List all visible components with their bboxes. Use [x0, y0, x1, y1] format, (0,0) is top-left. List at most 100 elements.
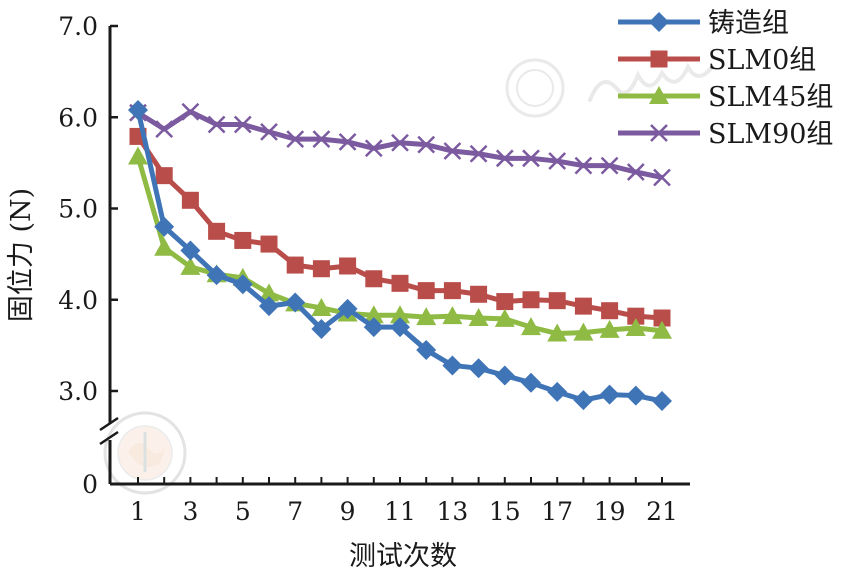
data-point	[233, 115, 252, 134]
data-point	[653, 309, 671, 327]
data-point	[312, 130, 331, 149]
y-tick-label: 7.0	[58, 12, 98, 41]
data-point	[600, 156, 619, 175]
data-point	[627, 307, 645, 325]
legend-label: 铸造组	[708, 8, 789, 39]
data-point	[547, 381, 568, 402]
data-point	[337, 298, 358, 319]
series-1	[128, 99, 672, 412]
data-point	[652, 320, 672, 339]
y-tick-label: 0	[82, 470, 98, 499]
data-point	[599, 384, 620, 405]
legend-label: SLM90组	[708, 119, 833, 150]
series-4	[129, 102, 671, 187]
legend-item: SLM0组	[618, 45, 816, 76]
data-point	[180, 256, 201, 275]
data-point	[260, 235, 278, 253]
data-point	[417, 135, 436, 154]
legend-item: SLM90组	[618, 119, 833, 150]
data-point	[181, 102, 200, 121]
axis-break-mark	[99, 416, 119, 446]
y-tick-label: 3.0	[58, 377, 98, 406]
data-point	[442, 355, 463, 376]
data-point	[364, 139, 383, 158]
data-point	[363, 317, 384, 338]
y-tick-label: 6.0	[58, 103, 98, 132]
data-point	[470, 285, 488, 303]
data-point	[495, 149, 514, 168]
data-point	[599, 319, 620, 338]
data-point	[469, 144, 488, 163]
x-tick-label: 15	[489, 497, 521, 526]
data-point	[363, 305, 384, 324]
data-point	[521, 372, 541, 393]
watermark-seal-bottom	[103, 411, 187, 495]
data-point	[339, 257, 357, 275]
data-point	[180, 240, 201, 261]
data-point	[548, 292, 566, 310]
legend-item: 铸造组	[618, 8, 789, 39]
legend-swatch-marker	[650, 50, 668, 68]
data-point	[573, 390, 594, 411]
data-point	[128, 99, 148, 120]
data-point	[547, 323, 568, 342]
chart-axes: 03.04.05.06.07.01 3 5 7 9 11 13 15 17 19 21测试次数固位力…	[6, 12, 690, 572]
data-point	[390, 305, 410, 324]
x-tick-label: 7	[287, 497, 303, 526]
data-point	[521, 317, 541, 336]
x-tick-label: 3	[182, 497, 198, 526]
data-point	[548, 152, 567, 170]
data-point	[208, 222, 226, 240]
data-point	[311, 297, 332, 316]
data-point	[154, 216, 175, 237]
data-point	[232, 274, 253, 295]
series-2	[129, 127, 671, 327]
x-tick-label: 9	[340, 497, 356, 526]
y-axis-title: 固位力 (N)	[6, 188, 37, 322]
data-point	[207, 115, 226, 134]
x-tick-label: 17	[541, 497, 573, 526]
data-point	[285, 292, 306, 313]
y-tick-label: 4.0	[58, 286, 98, 315]
data-point	[573, 322, 594, 341]
data-point	[206, 265, 227, 286]
legend-label: SLM45组	[708, 82, 833, 113]
data-point	[626, 163, 645, 181]
data-point	[652, 391, 672, 412]
data-point	[494, 365, 515, 386]
x-tick-label: 19	[594, 497, 626, 526]
data-point	[338, 133, 357, 151]
data-point	[625, 385, 646, 406]
data-point	[391, 274, 409, 292]
data-point	[390, 317, 410, 338]
x-axis-title: 测试次数	[349, 541, 457, 572]
data-point	[442, 306, 463, 325]
data-point	[522, 149, 540, 168]
data-point	[154, 237, 175, 256]
data-point	[468, 358, 489, 379]
legend-swatch-marker	[649, 12, 669, 32]
data-point	[155, 120, 174, 138]
data-point	[494, 308, 515, 327]
data-point	[625, 318, 646, 337]
y-tick-label: 5.0	[58, 195, 98, 224]
data-point	[286, 130, 305, 149]
x-tick-label: 1	[130, 497, 146, 526]
data-point	[259, 283, 279, 302]
data-point	[311, 318, 332, 339]
x-tick-label: 5	[235, 497, 251, 526]
data-point	[312, 260, 330, 278]
data-point	[574, 297, 592, 315]
data-point	[653, 168, 671, 187]
watermark-seal-top	[505, 58, 714, 118]
data-point	[391, 133, 409, 152]
series-layer	[128, 99, 672, 412]
data-point	[496, 293, 514, 311]
data-point	[601, 302, 619, 320]
x-tick-label: 21	[646, 497, 678, 526]
data-point	[365, 270, 383, 288]
data-point	[522, 291, 540, 309]
data-point	[181, 191, 199, 209]
data-point	[128, 146, 148, 165]
